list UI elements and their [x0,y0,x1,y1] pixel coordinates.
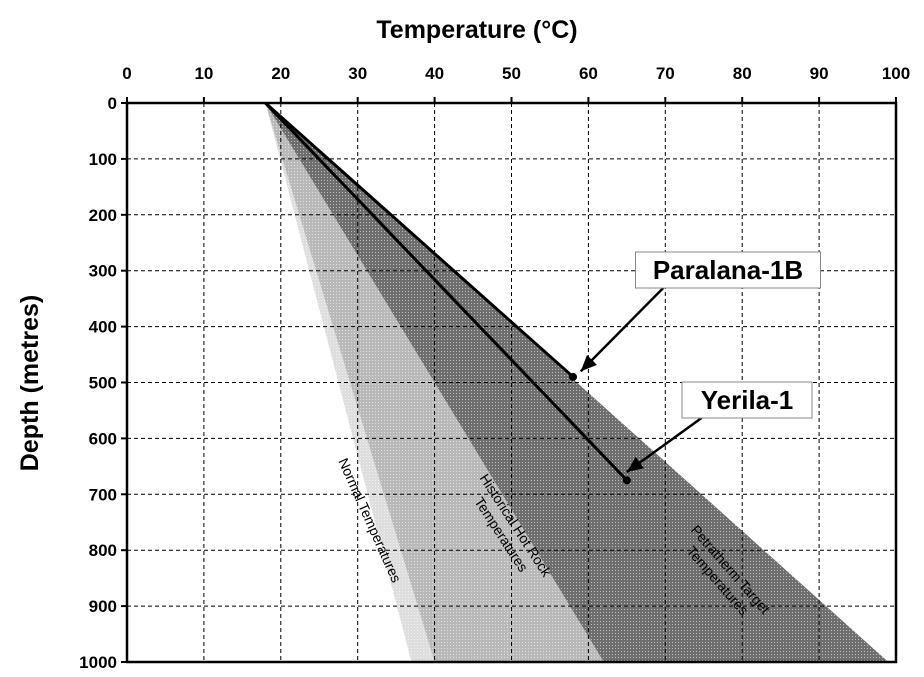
x-tick-label: 20 [271,64,290,83]
x-tick-label: 80 [733,64,752,83]
y-tick-label: 600 [89,429,117,448]
callout-label-yerila-1: Yerila-1 [701,385,794,415]
series-line-yerila-1 [264,101,628,482]
callout-arrow-head [580,355,597,372]
x-tick-label: 70 [656,64,675,83]
y-tick-label: 100 [89,150,117,169]
y-tick-label: 800 [89,541,117,560]
callout-box [635,251,821,289]
x-tick-label: 60 [579,64,598,83]
callout-label-paralana-1b: Paralana-1B [653,255,803,285]
x-tick-label: 90 [810,64,829,83]
y-tick-label: 300 [89,262,117,281]
y-tick-label: 200 [89,206,117,225]
y-tick-label: 500 [89,374,117,393]
well-lines [264,101,631,485]
x-tick-label: 10 [194,64,213,83]
x-tick-label: 0 [122,64,131,83]
callouts: Paralana-1B Yerila-1 [579,251,821,473]
y-axis-title: Depth (metres) [16,295,44,471]
x-tick-label: 30 [348,64,367,83]
band-texture-1 [265,103,604,662]
x-tick-label: 100 [882,64,910,83]
y-tick-label: 1000 [79,653,117,672]
series-end-point [569,372,578,381]
x-tick-label: 50 [502,64,521,83]
callout-arrow-head [626,456,644,472]
y-tick-label: 400 [89,318,117,337]
y-tick-label: 900 [89,597,117,616]
x-axis-title: Temperature (°C) [376,16,577,44]
callout-arrow-line [579,287,665,373]
axes: 0 10 20 30 40 50 60 70 80 90 100010020030040050060… [79,64,910,672]
series-end-point [622,476,631,485]
x-tick-label: 40 [425,64,444,83]
y-tick-label: 0 [108,94,117,113]
callout-box [681,381,813,419]
y-tick-label: 700 [89,485,117,504]
series-line-paralana-1b [264,101,575,379]
